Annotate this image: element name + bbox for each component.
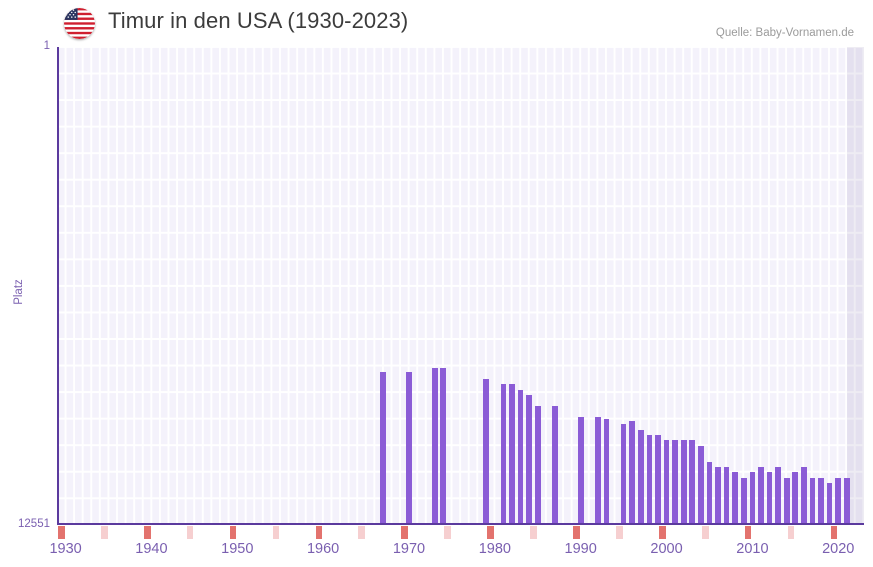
bar xyxy=(603,419,610,525)
x-tick-marker-minor xyxy=(444,526,452,539)
x-tick-marker-major xyxy=(573,526,580,539)
x-axis-tick-label: 1980 xyxy=(478,541,511,557)
x-tick-marker-minor xyxy=(701,526,709,539)
bar xyxy=(646,435,653,525)
bar xyxy=(534,406,541,525)
bar xyxy=(663,440,670,525)
bar xyxy=(629,420,636,525)
x-axis-tick-label: 2020 xyxy=(822,541,855,557)
chart-header: Timur in den USA (1930-2023) Quelle: Bab… xyxy=(0,0,873,47)
x-axis-tick-label: 1930 xyxy=(49,541,82,557)
x-tick-marker-major xyxy=(830,526,838,539)
bar xyxy=(732,472,739,525)
x-axis-tick-label: 1970 xyxy=(392,541,426,557)
bar xyxy=(406,372,412,525)
source-attribution: Quelle: Baby-Vornamen.de xyxy=(715,27,854,39)
bar xyxy=(689,440,696,525)
bar xyxy=(783,477,790,525)
bar xyxy=(740,477,747,525)
bar xyxy=(431,368,438,525)
x-axis-tick-label: 1960 xyxy=(306,541,340,557)
bar xyxy=(595,416,601,525)
x-tick-marker-major xyxy=(229,526,237,539)
us-flag-icon xyxy=(64,8,95,39)
x-tick-marker-major xyxy=(315,526,323,539)
x-axis-tick-markers xyxy=(57,526,864,539)
x-axis-tick-label: 1950 xyxy=(221,541,254,557)
y-axis-bottom-tick-label: 12551 xyxy=(18,518,50,530)
bar xyxy=(577,416,584,525)
chart-gridlines xyxy=(57,47,864,525)
bar xyxy=(440,368,447,525)
bar xyxy=(672,440,678,525)
bar xyxy=(758,466,764,525)
page-title: Timur in den USA (1930-2023) xyxy=(108,8,409,33)
bar xyxy=(526,394,532,525)
bar xyxy=(637,429,644,525)
bar xyxy=(655,435,661,525)
x-tick-marker-minor xyxy=(186,526,194,539)
x-axis-tick-label: 1940 xyxy=(135,541,168,557)
bar xyxy=(826,482,833,525)
x-tick-marker-major xyxy=(143,526,151,539)
bar xyxy=(620,424,627,525)
bar xyxy=(775,466,781,525)
x-tick-marker-minor xyxy=(530,526,537,539)
bar xyxy=(809,477,816,525)
y-axis-line xyxy=(57,47,59,525)
bar xyxy=(483,378,490,525)
bar xyxy=(706,461,713,525)
x-tick-marker-minor xyxy=(787,526,795,539)
bar xyxy=(766,472,773,525)
bar-series xyxy=(57,47,864,525)
bar xyxy=(500,384,507,525)
x-axis-tick-label: 1990 xyxy=(564,541,597,557)
x-tick-marker-minor xyxy=(100,526,108,539)
bar xyxy=(380,372,387,525)
x-axis-line xyxy=(57,523,864,525)
x-axis-tick-labels: 1930 1940 1950 1960 1970 1980 1990 2000 2010 2020 xyxy=(49,541,873,563)
bar xyxy=(749,472,756,525)
chart-plot-area xyxy=(57,47,864,525)
bar xyxy=(698,445,704,525)
bar xyxy=(723,466,730,525)
bar xyxy=(792,472,799,525)
bar xyxy=(715,466,721,525)
x-tick-marker-major xyxy=(487,526,494,539)
bar xyxy=(552,406,558,525)
x-tick-marker-major xyxy=(744,526,752,539)
x-tick-marker-minor xyxy=(272,526,280,539)
bar xyxy=(835,477,842,525)
x-tick-marker-major xyxy=(401,526,409,539)
x-axis-tick-label: 2010 xyxy=(736,541,769,557)
bar xyxy=(517,389,524,525)
y-axis-title: Platz xyxy=(13,279,25,305)
y-axis-top-tick-label: 1 xyxy=(43,40,50,52)
x-tick-marker-minor xyxy=(616,526,623,539)
x-tick-marker-major xyxy=(658,526,666,539)
x-tick-marker-minor xyxy=(358,526,366,539)
bar xyxy=(843,477,850,525)
x-tick-marker-major xyxy=(58,526,65,539)
bar xyxy=(818,477,824,525)
bar xyxy=(680,440,687,525)
bar xyxy=(509,384,515,525)
x-axis-tick-label: 2000 xyxy=(650,541,683,557)
bar xyxy=(801,466,807,525)
